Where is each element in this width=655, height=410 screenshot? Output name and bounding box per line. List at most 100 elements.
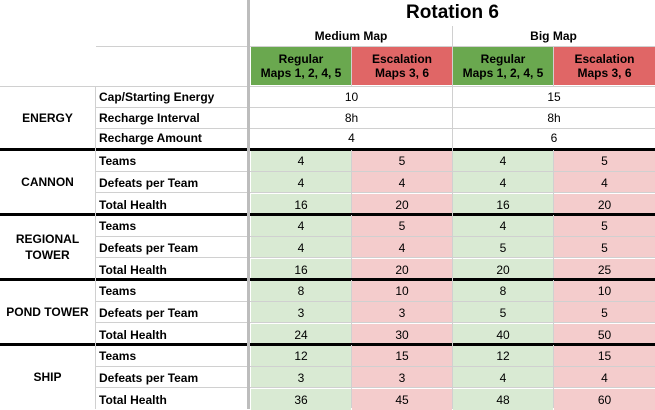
column-divider	[553, 46, 554, 86]
value-cell: 3	[352, 302, 452, 323]
row-divider	[96, 128, 655, 129]
category-label-line1: CANNON	[21, 174, 74, 189]
value-cell: 24	[251, 324, 351, 345]
header-regular-line1: Regular	[278, 51, 324, 66]
value-cell: 20	[453, 259, 553, 280]
value-cell: 4	[251, 150, 351, 171]
value-cell: 15	[352, 345, 452, 366]
value-cell: 5	[554, 237, 655, 258]
value-cell: 4	[352, 237, 452, 258]
category-regional-tower: REGIONAL TOWER	[0, 215, 95, 278]
column-divider	[351, 215, 352, 278]
header-escalation-line1: Escalation	[371, 51, 433, 66]
value-cell: 12	[453, 345, 553, 366]
header-regular-line1: Regular	[480, 51, 526, 66]
section-divider	[0, 148, 655, 151]
table-title: Rotation 6	[406, 2, 499, 23]
value-cell: 48	[453, 389, 553, 410]
value-cell: 5	[554, 302, 655, 323]
value-cell: 5	[554, 215, 655, 236]
value-cell: 50	[554, 324, 655, 345]
category-energy: ENERGY	[22, 110, 73, 125]
value-cell: 4	[251, 215, 351, 236]
column-divider	[351, 150, 352, 213]
row-divider	[96, 301, 655, 302]
value-cell: 12	[251, 345, 351, 366]
row-divider	[96, 322, 655, 323]
row-divider	[96, 366, 655, 367]
value-cell: 5	[554, 150, 655, 171]
value-cell: 4	[352, 172, 452, 193]
value-cell: 5	[352, 150, 452, 171]
row-label-total-health: Total Health	[99, 327, 167, 342]
row-label-teams: Teams	[99, 153, 137, 168]
row-label-teams: Teams	[99, 283, 137, 298]
value-cell: 16	[453, 194, 553, 215]
value-cell: 10	[352, 280, 452, 301]
value-cell: 5	[352, 215, 452, 236]
category-ship: SHIP	[0, 345, 95, 408]
value-cell: 4	[453, 215, 553, 236]
column-divider	[351, 46, 352, 86]
row-label-defeats-per-team: Defeats per Team	[99, 175, 199, 190]
value-cell: 3	[352, 367, 452, 388]
category-label-line1: SHIP	[33, 369, 62, 384]
value-cell: 3	[251, 367, 351, 388]
column-divider	[351, 345, 352, 408]
energy-interval-big: 8h	[547, 110, 561, 125]
column-divider	[553, 345, 554, 408]
header-escalation-line2: Maps 3, 6	[577, 65, 632, 80]
value-cell: 60	[554, 389, 655, 410]
row-label-cap-starting-energy: Cap/Starting Energy	[99, 90, 215, 104]
value-cell: 10	[554, 280, 655, 301]
value-cell: 4	[251, 237, 351, 258]
big-escalation-header: Escalation Maps 3, 6	[554, 46, 655, 85]
value-cell: 4	[453, 150, 553, 171]
value-cell: 20	[554, 194, 655, 215]
value-cell: 16	[251, 259, 351, 280]
column-divider	[95, 86, 96, 409]
row-label-recharge-amount: Recharge Amount	[99, 131, 202, 145]
row-divider	[96, 192, 655, 193]
value-cell: 8	[251, 280, 351, 301]
column-divider	[553, 150, 554, 213]
energy-amount-big: 6	[550, 131, 558, 145]
energy-cap-big: 15	[547, 90, 561, 104]
value-cell: 4	[554, 367, 655, 388]
big-regular-header: Regular Maps 1, 2, 4, 5	[453, 46, 553, 85]
column-divider	[351, 280, 352, 343]
row-label-teams: Teams	[99, 218, 137, 233]
row-divider	[0, 86, 655, 87]
value-cell: 16	[251, 194, 351, 215]
frozen-column-divider	[247, 0, 250, 409]
row-label-recharge-interval: Recharge Interval	[99, 110, 200, 125]
category-cannon: CANNON	[0, 150, 95, 213]
value-cell: 4	[453, 367, 553, 388]
value-cell: 30	[352, 324, 452, 345]
value-cell: 40	[453, 324, 553, 345]
row-label-total-health: Total Health	[99, 197, 167, 212]
energy-cap-medium: 10	[344, 90, 359, 104]
value-cell: 20	[352, 194, 452, 215]
medium-escalation-header: Escalation Maps 3, 6	[352, 46, 452, 85]
row-label-defeats-per-team: Defeats per Team	[99, 370, 199, 385]
row-divider	[96, 257, 655, 258]
value-cell: 8	[453, 280, 553, 301]
value-cell: 4	[251, 172, 351, 193]
row-label-total-health: Total Health	[99, 392, 167, 407]
value-cell: 15	[554, 345, 655, 366]
row-divider	[96, 171, 655, 172]
value-cell: 36	[251, 389, 351, 410]
value-cell: 45	[352, 389, 452, 410]
medium-regular-header: Regular Maps 1, 2, 4, 5	[251, 46, 351, 85]
category-label-line1: REGIONAL	[15, 231, 80, 246]
row-label-defeats-per-team: Defeats per Team	[99, 240, 199, 255]
section-divider	[0, 213, 655, 216]
category-label-line2: TOWER	[25, 247, 70, 262]
category-label-line1: POND TOWER	[6, 304, 89, 319]
column-divider	[553, 280, 554, 343]
value-cell: 3	[251, 302, 351, 323]
row-divider	[96, 387, 655, 388]
value-cell: 20	[352, 259, 452, 280]
energy-interval-medium: 8h	[344, 110, 359, 125]
